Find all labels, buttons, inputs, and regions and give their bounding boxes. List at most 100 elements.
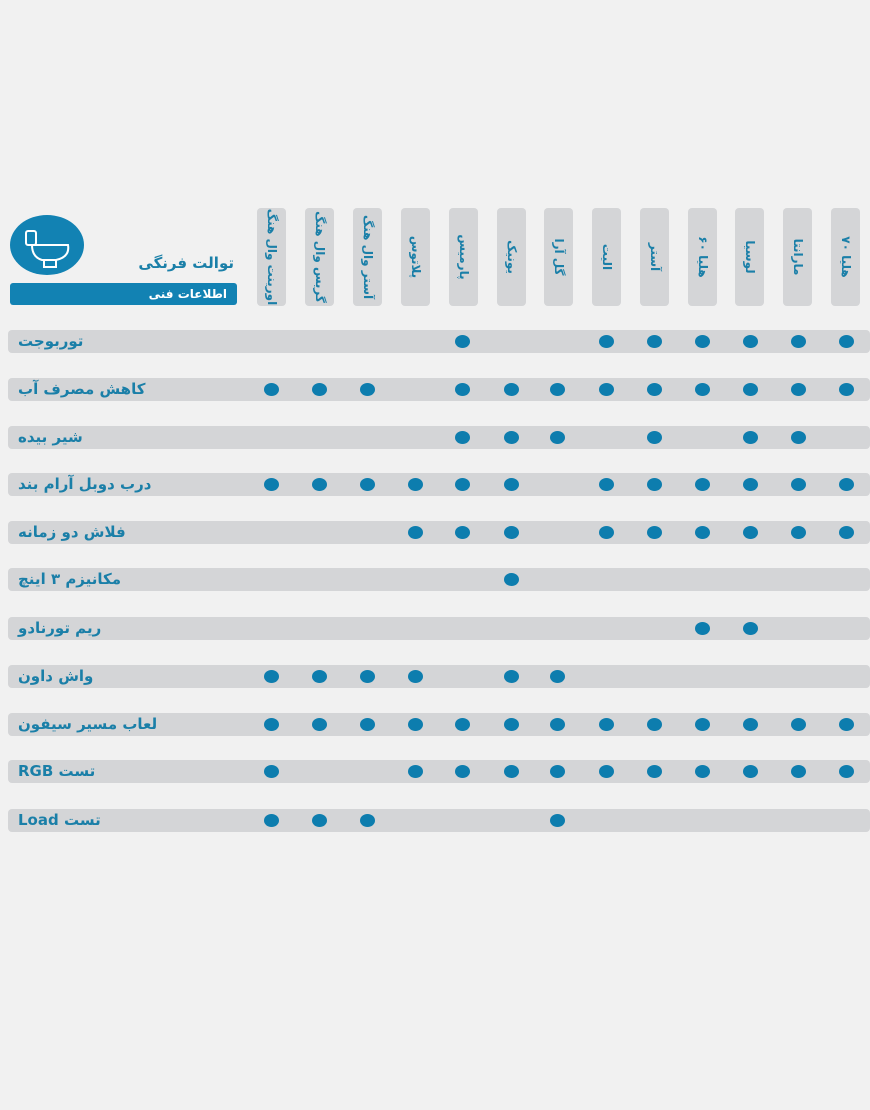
column-header-label: گل آرا [551,238,566,276]
feature-dot [504,526,519,539]
feature-dot [839,718,854,731]
feature-dot [647,335,662,348]
feature-dot [791,431,806,444]
feature-dot [695,718,710,731]
feature-dot [550,431,565,444]
feature-dot [695,765,710,778]
column-header-label: گریس وال هنگ [312,211,327,303]
column-header: یونیک [497,208,526,306]
table-row: توربوجت [8,330,870,353]
feature-dot [455,718,470,731]
table-row: فلاش دو زمانه [8,521,870,544]
feature-dot [743,765,758,778]
feature-dot [264,478,279,491]
table-row: واش داون [8,665,870,688]
table-row: مکانیزم ۳ اینچ [8,568,870,591]
feature-dot [504,383,519,396]
feature-dot [743,383,758,396]
feature-dot [504,670,519,683]
feature-dot [743,431,758,444]
feature-dot [455,478,470,491]
row-label: توربوجت [18,332,84,350]
feature-dot [264,670,279,683]
column-header-label: هلیا ۶۰ [695,236,710,278]
feature-dot [791,478,806,491]
feature-dot [312,383,327,396]
feature-dot [550,765,565,778]
feature-dot [408,765,423,778]
feature-dot [695,526,710,539]
feature-dot [504,765,519,778]
table-row: درب دوبل آرام بند [8,473,870,496]
feature-dot [264,765,279,778]
feature-dot [504,573,519,586]
feature-dot [504,431,519,444]
feature-dot [360,478,375,491]
feature-dot [695,622,710,635]
feature-dot [550,670,565,683]
feature-dot [360,718,375,731]
feature-dot [647,478,662,491]
feature-dot [599,765,614,778]
feature-dot [647,383,662,396]
header-badge: اطلاعات فنی [10,283,237,305]
feature-dot [791,765,806,778]
feature-dot [743,335,758,348]
column-header: اورینت وال هنگ [257,208,286,306]
feature-dot [743,478,758,491]
feature-dot [695,478,710,491]
feature-dot [455,765,470,778]
feature-dot [599,335,614,348]
table-row: تست Load [8,809,870,832]
column-header: الیت [592,208,621,306]
feature-dot [743,718,758,731]
feature-dot [504,478,519,491]
feature-dot [550,814,565,827]
table-row: ریم تورنادو [8,617,870,640]
column-header: هلیا ۶۰ [688,208,717,306]
column-header: آستر [640,208,669,306]
feature-dot [647,765,662,778]
row-label: شیر بیده [18,428,83,446]
feature-dot [695,335,710,348]
feature-dot [408,670,423,683]
feature-dot [550,383,565,396]
column-header-label: یونیک [504,240,519,274]
feature-dot [455,383,470,396]
feature-dot [839,765,854,778]
feature-dot [550,718,565,731]
feature-dot [312,814,327,827]
column-header-label: پارمیس [456,234,471,280]
feature-dot [839,526,854,539]
row-label: درب دوبل آرام بند [18,475,152,493]
table-row: تست RGB [8,760,870,783]
feature-dot [312,478,327,491]
feature-dot [791,383,806,396]
feature-dot [504,718,519,731]
row-label: کاهش مصرف آب [18,380,146,398]
column-header: هلیا ۷۰ [831,208,860,306]
feature-dot [599,383,614,396]
row-label: تست RGB [18,762,96,780]
feature-dot [312,670,327,683]
feature-dot [743,622,758,635]
column-header: لوسیا [735,208,764,306]
table-row: کاهش مصرف آب [8,378,870,401]
feature-dot [599,718,614,731]
column-header-label: مارانتا [790,238,805,276]
feature-dot [360,383,375,396]
column-header: آستر وال هنگ [353,208,382,306]
column-header: گریس وال هنگ [305,208,334,306]
feature-dot [264,383,279,396]
feature-dot [791,526,806,539]
feature-dot [839,335,854,348]
row-label: ریم تورنادو [18,619,102,637]
toilet-icon [10,215,84,275]
feature-dot [791,718,806,731]
feature-dot [455,431,470,444]
feature-dot [647,431,662,444]
feature-dot [408,526,423,539]
column-header: گل آرا [544,208,573,306]
feature-dot [599,526,614,539]
feature-dot [647,718,662,731]
